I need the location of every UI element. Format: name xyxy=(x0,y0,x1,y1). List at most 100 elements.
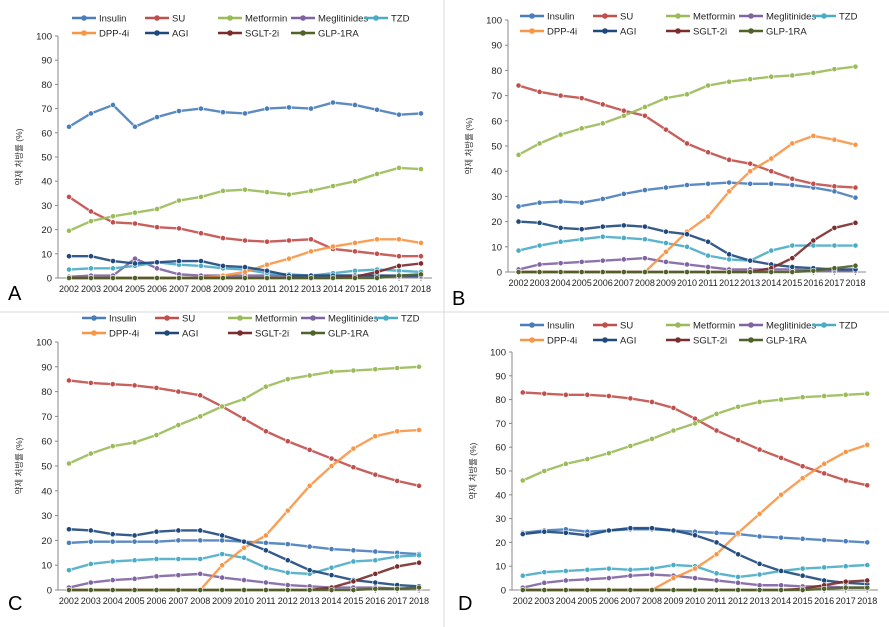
y-tick-label: 50 xyxy=(41,462,52,473)
series-glp-1ra xyxy=(66,584,422,593)
data-point xyxy=(627,587,634,593)
series-dpp-4i xyxy=(66,427,422,593)
data-point xyxy=(284,438,291,445)
data-point xyxy=(713,577,720,584)
data-point xyxy=(286,237,292,244)
data-point xyxy=(110,219,116,226)
data-point xyxy=(578,199,585,206)
data-point xyxy=(649,525,655,532)
x-tick-label: 2015 xyxy=(782,278,802,288)
legend-swatch-marker xyxy=(821,322,827,328)
data-point xyxy=(110,265,116,272)
data-point xyxy=(726,179,733,186)
data-point xyxy=(175,527,182,534)
data-point xyxy=(705,180,711,187)
data-point xyxy=(154,265,160,272)
data-point xyxy=(852,184,859,191)
data-point xyxy=(372,557,379,564)
data-point xyxy=(330,243,336,250)
data-point xyxy=(66,567,72,574)
data-point xyxy=(842,584,849,591)
data-point xyxy=(605,450,612,457)
legend-item-sglt-2i: SGLT-2i xyxy=(666,336,727,347)
data-point xyxy=(692,532,698,539)
legend-label: SGLT-2i xyxy=(693,27,727,38)
data-point xyxy=(670,405,677,411)
legend-item-insulin: Insulin xyxy=(520,321,574,332)
legend-item-glp-1ra: GLP-1RA xyxy=(739,336,807,347)
data-point xyxy=(198,275,204,281)
data-point xyxy=(153,573,160,580)
data-point xyxy=(810,180,817,187)
data-point xyxy=(372,366,379,373)
legend-item-tzd: TZD xyxy=(812,12,858,23)
data-point xyxy=(735,574,741,580)
legend-swatch-marker xyxy=(529,337,535,343)
data-point xyxy=(778,582,785,589)
data-point xyxy=(599,233,606,240)
x-tick-label: 2002 xyxy=(59,596,79,606)
y-tick-label: 20 xyxy=(41,536,52,547)
x-tick-label: 2008 xyxy=(191,284,211,294)
x-tick-label: 2013 xyxy=(300,596,320,606)
data-point xyxy=(88,218,94,225)
legend-label: SGLT-2i xyxy=(255,329,289,340)
data-point xyxy=(599,257,606,264)
data-point xyxy=(197,537,204,544)
data-point xyxy=(557,269,564,275)
data-point xyxy=(66,227,72,234)
x-tick-label: 2013 xyxy=(301,284,321,294)
data-point xyxy=(705,213,711,220)
data-point xyxy=(87,527,94,534)
x-tick-label: 2009 xyxy=(212,596,232,606)
legend-swatch-marker xyxy=(602,337,608,343)
legend-item-glp-1ra: GLP-1RA xyxy=(301,329,369,340)
data-point xyxy=(670,575,677,581)
data-point xyxy=(396,262,402,269)
data-point xyxy=(821,564,828,571)
data-point xyxy=(599,120,606,127)
x-tick-label: 2005 xyxy=(125,284,145,294)
data-point xyxy=(220,109,226,116)
legend-item-glp-1ra: GLP-1RA xyxy=(739,27,807,38)
data-point xyxy=(799,475,806,482)
legend-item-insulin: Insulin xyxy=(520,12,574,23)
legend-swatch-marker xyxy=(154,30,160,36)
data-point xyxy=(197,392,204,399)
x-tick-label: 2018 xyxy=(857,596,877,606)
data-point xyxy=(756,560,763,567)
data-point xyxy=(66,377,72,384)
data-point xyxy=(131,382,138,389)
data-point xyxy=(308,236,314,243)
legend-label: TZD xyxy=(839,12,858,23)
y-tick-label: 30 xyxy=(491,192,502,203)
data-point xyxy=(394,585,401,592)
series-line xyxy=(518,84,856,189)
legend-item-agi: AGI xyxy=(145,29,188,40)
y-tick-label: 100 xyxy=(36,338,52,349)
data-point xyxy=(864,441,871,448)
y-tick-label: 40 xyxy=(491,167,502,178)
data-point xyxy=(110,102,116,108)
x-tick-label: 2003 xyxy=(534,596,554,606)
data-point xyxy=(88,275,94,281)
data-point xyxy=(663,228,669,235)
x-tick-label: 2014 xyxy=(771,596,791,606)
legend-item-insulin: Insulin xyxy=(82,314,136,325)
data-point xyxy=(584,532,591,539)
data-point xyxy=(756,587,763,593)
data-point xyxy=(821,470,828,477)
data-point xyxy=(372,579,379,586)
data-point xyxy=(864,539,871,546)
data-point xyxy=(241,587,247,593)
legend-swatch-marker xyxy=(164,330,170,336)
data-point xyxy=(154,206,160,212)
y-tick-label: 40 xyxy=(41,486,52,497)
y-tick-label: 90 xyxy=(41,56,52,67)
legend-item-sglt-2i: SGLT-2i xyxy=(218,29,279,40)
legend-swatch-marker xyxy=(237,330,243,336)
data-point xyxy=(620,112,627,119)
data-point xyxy=(768,269,775,275)
data-point xyxy=(584,587,591,593)
